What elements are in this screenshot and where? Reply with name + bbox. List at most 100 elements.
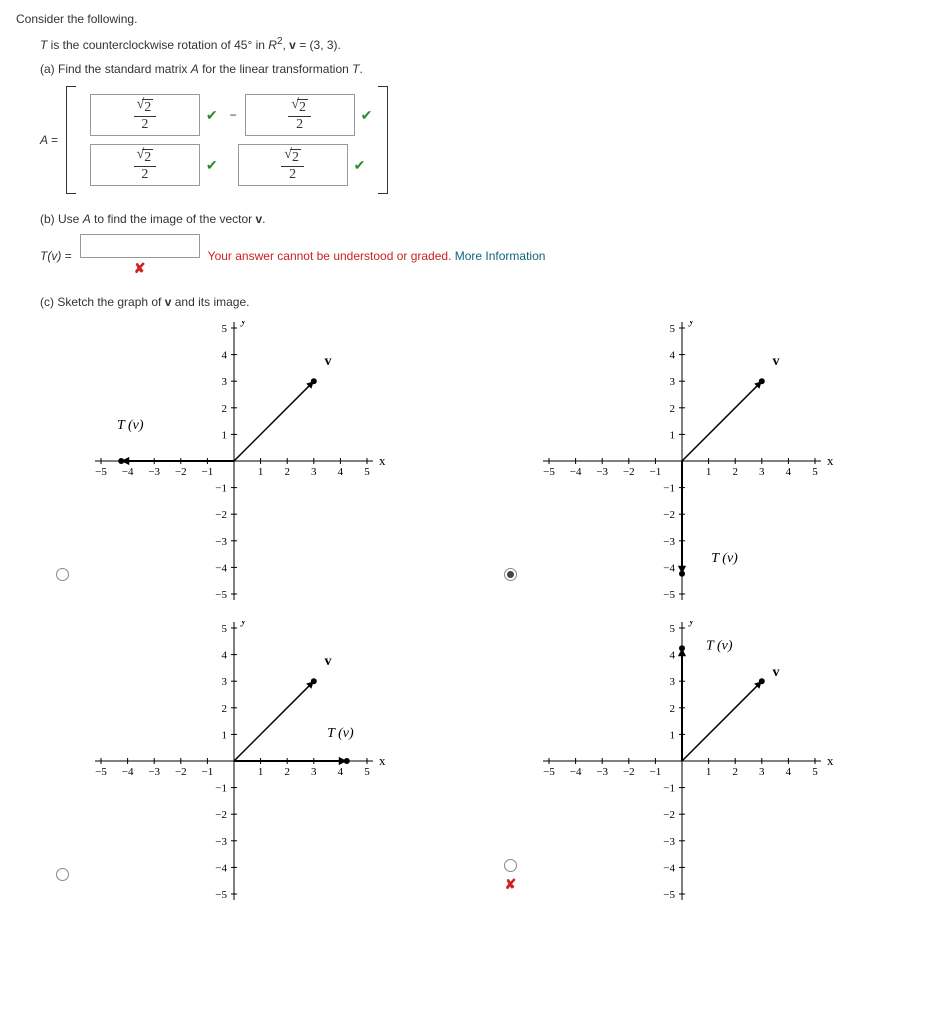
svg-text:−1: −1 xyxy=(650,766,662,778)
svg-text:4: 4 xyxy=(670,350,676,362)
svg-text:−2: −2 xyxy=(663,809,675,821)
matrix-entry-11[interactable]: √2 2 xyxy=(90,94,200,136)
svg-text:v: v xyxy=(772,665,779,680)
svg-text:−4: −4 xyxy=(122,766,134,778)
matrix-lhs: A = xyxy=(40,133,58,147)
svg-text:5: 5 xyxy=(364,766,370,778)
svg-text:5: 5 xyxy=(812,466,818,478)
matrix-answer: A = √2 2 ✔ √2 2 ✔ − xyxy=(40,86,912,194)
svg-text:−1: −1 xyxy=(202,766,214,778)
svg-text:4: 4 xyxy=(786,466,792,478)
graph-radio[interactable] xyxy=(56,868,69,881)
svg-text:3: 3 xyxy=(759,766,765,778)
graph-radio[interactable] xyxy=(504,859,517,872)
svg-text:−4: −4 xyxy=(663,862,675,874)
svg-text:2: 2 xyxy=(284,766,290,778)
svg-text:−4: −4 xyxy=(215,862,227,874)
svg-text:T (v): T (v) xyxy=(711,551,738,566)
svg-text:−3: −3 xyxy=(148,466,160,478)
svg-text:−5: −5 xyxy=(543,466,555,478)
check-icon: ✔ xyxy=(354,157,366,174)
svg-text:T (v): T (v) xyxy=(327,726,354,741)
transformation-description: T is the counterclockwise rotation of 45… xyxy=(40,36,912,52)
graph-radio[interactable] xyxy=(56,568,69,581)
svg-text:−1: −1 xyxy=(663,483,675,495)
more-info-link[interactable]: More Information xyxy=(451,249,545,263)
svg-text:v: v xyxy=(324,654,331,669)
graph-plot: −5−5−4−4−3−3−2−2−1−11122334455xyvT (v) xyxy=(527,321,837,601)
svg-text:−5: −5 xyxy=(663,889,675,901)
svg-text:2: 2 xyxy=(670,703,676,715)
svg-text:x: x xyxy=(379,453,386,468)
svg-text:−1: −1 xyxy=(202,466,214,478)
svg-text:−2: −2 xyxy=(175,766,187,778)
graph-radio[interactable] xyxy=(504,568,517,581)
svg-text:−4: −4 xyxy=(570,466,582,478)
svg-text:3: 3 xyxy=(670,376,676,388)
svg-text:−2: −2 xyxy=(215,509,227,521)
svg-text:1: 1 xyxy=(670,429,676,441)
cross-icon: ✘ xyxy=(134,260,146,277)
graph-plot: −5−5−4−4−3−3−2−2−1−11122334455xyvT (v) xyxy=(527,621,837,901)
svg-text:2: 2 xyxy=(732,766,738,778)
svg-text:x: x xyxy=(827,753,834,768)
svg-text:5: 5 xyxy=(670,623,676,635)
svg-text:−2: −2 xyxy=(215,809,227,821)
svg-text:4: 4 xyxy=(338,466,344,478)
svg-text:−2: −2 xyxy=(175,466,187,478)
graph-option: −5−5−4−4−3−3−2−2−1−11122334455xyvT (v) xyxy=(56,321,464,601)
svg-text:−3: −3 xyxy=(663,836,675,848)
graph-plot: −5−5−4−4−3−3−2−2−1−11122334455xyvT (v) xyxy=(79,321,389,601)
svg-text:−5: −5 xyxy=(215,889,227,901)
svg-text:1: 1 xyxy=(706,466,712,478)
svg-text:−5: −5 xyxy=(215,589,227,601)
svg-text:−2: −2 xyxy=(623,466,635,478)
svg-text:y: y xyxy=(688,321,695,327)
svg-text:4: 4 xyxy=(670,650,676,662)
check-icon: ✔ xyxy=(361,107,373,124)
svg-text:−3: −3 xyxy=(596,466,608,478)
svg-text:x: x xyxy=(379,753,386,768)
svg-text:T (v): T (v) xyxy=(117,418,144,433)
svg-text:5: 5 xyxy=(670,323,676,335)
svg-text:−5: −5 xyxy=(95,766,107,778)
matrix-entry-12[interactable]: √2 2 xyxy=(245,94,355,136)
svg-text:−1: −1 xyxy=(650,466,662,478)
matrix-entry-21[interactable]: √2 2 xyxy=(90,144,200,186)
svg-text:−1: −1 xyxy=(215,483,227,495)
part-b-answer-row: T(v) = ✘ Your answer cannot be understoo… xyxy=(40,234,912,277)
svg-text:−3: −3 xyxy=(148,766,160,778)
svg-text:v: v xyxy=(324,354,331,369)
svg-text:y: y xyxy=(240,621,247,627)
svg-text:4: 4 xyxy=(786,766,792,778)
svg-text:3: 3 xyxy=(222,376,228,388)
svg-text:−2: −2 xyxy=(663,509,675,521)
svg-text:2: 2 xyxy=(284,466,290,478)
check-icon: ✔ xyxy=(206,107,218,124)
graph-options: −5−5−4−4−3−3−2−2−1−11122334455xyvT (v)−5… xyxy=(56,321,912,901)
svg-text:−4: −4 xyxy=(215,562,227,574)
svg-text:1: 1 xyxy=(258,466,264,478)
svg-text:−1: −1 xyxy=(215,783,227,795)
svg-text:−2: −2 xyxy=(623,766,635,778)
svg-text:5: 5 xyxy=(364,466,370,478)
part-c-label: (c) Sketch the graph of v and its image. xyxy=(40,295,912,309)
svg-text:5: 5 xyxy=(812,766,818,778)
svg-text:x: x xyxy=(827,453,834,468)
svg-text:−4: −4 xyxy=(122,466,134,478)
svg-text:2: 2 xyxy=(222,703,228,715)
svg-text:1: 1 xyxy=(670,729,676,741)
svg-text:3: 3 xyxy=(222,676,228,688)
svg-text:−5: −5 xyxy=(663,589,675,601)
matrix-entry-22[interactable]: √2 2 xyxy=(238,144,348,186)
problem-header: Consider the following. xyxy=(16,12,912,26)
svg-text:−3: −3 xyxy=(215,836,227,848)
svg-text:3: 3 xyxy=(311,766,317,778)
Tv-input[interactable] xyxy=(80,234,200,258)
graph-option: ✘−5−5−4−4−3−3−2−2−1−11122334455xyvT (v) xyxy=(504,621,912,901)
svg-text:T (v): T (v) xyxy=(706,638,733,653)
svg-text:−3: −3 xyxy=(596,766,608,778)
svg-text:3: 3 xyxy=(670,676,676,688)
svg-text:−1: −1 xyxy=(663,783,675,795)
svg-text:−4: −4 xyxy=(663,562,675,574)
